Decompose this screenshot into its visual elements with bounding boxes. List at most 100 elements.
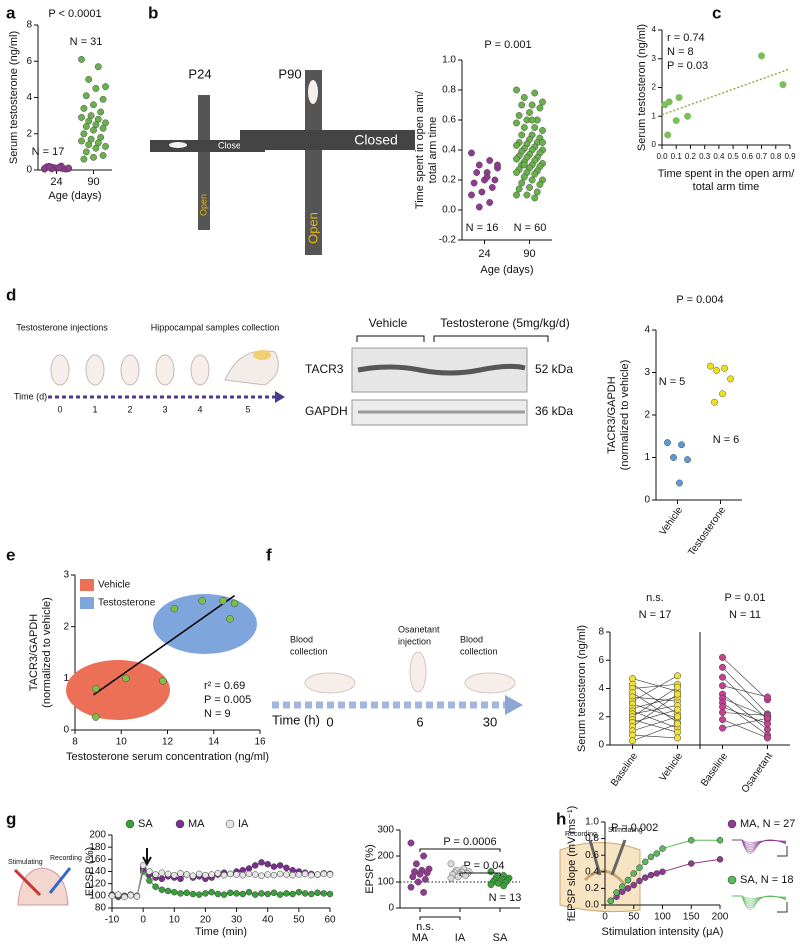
data-point (245, 865, 253, 872)
y-axis-label: Serum testosteron (ng/ml) (576, 625, 588, 752)
y-tick-label: 6 (26, 56, 32, 67)
data-point (647, 853, 655, 861)
data-point (675, 94, 683, 102)
data-point (642, 874, 649, 881)
panel-label: f (266, 545, 272, 564)
data-point (122, 674, 130, 683)
time-tick: 1 (92, 404, 97, 414)
annotation: N = 31 (70, 36, 103, 48)
electrode (48, 867, 72, 894)
electrode-label: Stimulating (8, 859, 43, 866)
y-axis-label: TACR3/GAPDH (28, 614, 40, 691)
data-point (764, 734, 771, 742)
time-tick: 6 (416, 714, 423, 729)
legend-label: MA, N = 27 (740, 818, 795, 830)
trace (732, 839, 787, 854)
data-point (423, 869, 431, 877)
x-tick-label: 150 (683, 912, 700, 923)
x-tick-label: 200 (712, 912, 729, 923)
annotation: P = 0.01 (724, 592, 765, 604)
y-tick-label: 0 (598, 740, 604, 751)
data-point (513, 169, 520, 176)
x-tick-label: 10 (169, 915, 181, 926)
x-tick-label: 0.1 (671, 152, 683, 161)
pair-line (632, 696, 678, 702)
y-tick-label: 0.8 (442, 85, 456, 96)
data-point (146, 877, 153, 884)
y-tick-label: 0.6 (585, 850, 599, 861)
x-tick-label: 0.6 (742, 152, 754, 161)
electrode-label: Recording (50, 855, 82, 862)
trend-line (661, 68, 791, 116)
data-point (177, 870, 184, 877)
y-axis-label: (normalized to vehicle) (41, 597, 53, 708)
pair-line (722, 712, 768, 716)
data-point (629, 737, 636, 745)
data-point (90, 153, 97, 161)
y-axis-label: Time spent in open arm/ (414, 90, 426, 209)
cluster-ellipse (66, 660, 170, 720)
data-point (409, 873, 417, 881)
data-point (528, 101, 536, 109)
band-label: TACR3 (305, 362, 344, 376)
y-tick-label: 200 (377, 851, 394, 862)
data-point (102, 143, 109, 150)
arrow-head (505, 695, 523, 715)
data-point (636, 864, 643, 871)
data-point (233, 871, 240, 878)
data-point (520, 173, 528, 181)
pair-line (632, 716, 678, 732)
legend-label: IA (238, 818, 249, 830)
y-tick-label: 2 (63, 621, 69, 632)
data-point (152, 883, 159, 890)
data-point (491, 176, 499, 184)
y-tick-label: 1 (63, 673, 69, 684)
data-point (326, 871, 334, 878)
data-point (171, 871, 178, 879)
axis-label: Time (d) (14, 391, 47, 401)
legend-label: SA (138, 818, 153, 830)
x-axis-label: Testosterone serum concentration (ng/ml) (66, 751, 269, 763)
x-tick-label: Osanetant (740, 751, 776, 795)
y-tick-label: 8 (598, 627, 604, 638)
blot-band (351, 347, 528, 393)
data-point (170, 604, 179, 613)
x-tick-label: 60 (324, 915, 336, 926)
pair-line (722, 698, 768, 718)
y-tick-label: 80 (95, 903, 107, 914)
annotation: N = 17 (639, 609, 672, 621)
data-point (314, 889, 321, 897)
annotation: P = 0.002 (611, 822, 658, 834)
panel-label: e (6, 545, 15, 564)
data-point (127, 891, 134, 899)
data-point (314, 871, 321, 878)
y-tick-label: 300 (377, 825, 394, 836)
data-point (227, 870, 234, 878)
data-point (513, 191, 520, 199)
data-point (487, 868, 495, 875)
data-point (270, 863, 278, 870)
pair-line (632, 678, 678, 692)
data-point (676, 479, 683, 487)
data-point (158, 886, 166, 893)
data-point (515, 185, 523, 193)
data-point (276, 891, 284, 898)
x-tick-label: 30 (231, 915, 243, 926)
x-tick-label: 0 (602, 912, 608, 923)
data-point (711, 398, 718, 406)
data-point (258, 872, 265, 880)
x-tick-label: Vehicle (658, 751, 686, 784)
x-tick-label: 0.7 (756, 152, 768, 161)
data-point (636, 877, 643, 885)
data-point (183, 889, 190, 897)
data-point (301, 870, 309, 878)
pair-line (632, 675, 678, 702)
data-point (252, 891, 259, 898)
y-tick-label: -0.2 (439, 235, 457, 246)
data-point (133, 893, 141, 900)
data-point (421, 876, 429, 883)
step-label: injection (398, 636, 431, 646)
data-point (164, 887, 172, 895)
data-point (513, 155, 520, 163)
data-point (447, 874, 455, 882)
